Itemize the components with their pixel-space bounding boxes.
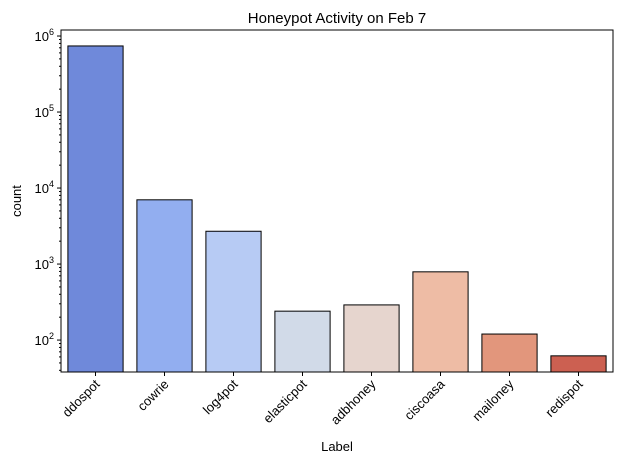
x-axis: ddospot cowrie log4pot elasticpot adbhoney ci… [59, 372, 586, 428]
y-axis-label: count [9, 185, 24, 217]
y-tick-label: 104 [35, 179, 54, 196]
x-tick-label: adbhoney [328, 376, 379, 427]
x-tick-label: cowrie [134, 377, 171, 414]
bar-redispot [550, 355, 607, 373]
x-tick-label: ddospot [59, 376, 103, 420]
x-tick-label: log4pot [200, 376, 241, 417]
x-tick-label: mailoney [469, 376, 517, 424]
bar-mailoney [481, 333, 538, 373]
y-tick-label: 105 [35, 103, 54, 120]
plot-frame [60, 29, 614, 373]
y-tick-label: 102 [35, 331, 54, 348]
x-axis-label: Label [321, 439, 353, 454]
bar-cowrie [136, 199, 193, 373]
y-axis: 102 103 104 105 106 [35, 27, 61, 371]
x-tick-label: elasticpot [260, 376, 310, 426]
x-tick-label: redispot [542, 376, 586, 420]
bar-ddospot [67, 45, 124, 373]
y-tick-label: 103 [35, 255, 54, 272]
bars-group [67, 45, 607, 373]
bar-adbhoney [343, 304, 400, 373]
chart-title: Honeypot Activity on Feb 7 [248, 10, 426, 27]
y-tick-label: 106 [35, 27, 54, 44]
bar-log4pot [205, 230, 262, 373]
bar-elasticpot [274, 310, 331, 373]
x-tick-label: ciscoasa [401, 376, 448, 423]
bar-ciscoasa [412, 271, 469, 373]
